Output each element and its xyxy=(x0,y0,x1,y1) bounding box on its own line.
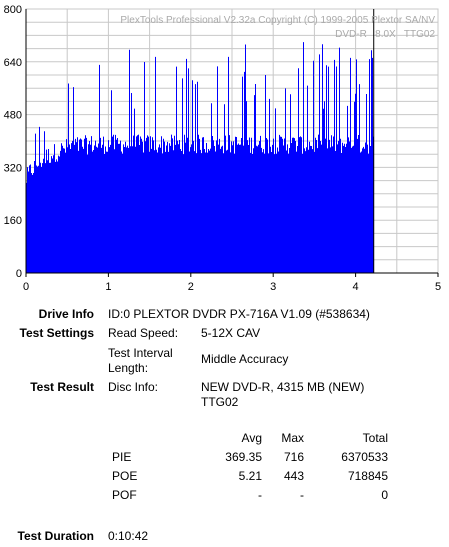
y-tick-label: 160 xyxy=(4,215,22,227)
stats-row-avg: 369.35 xyxy=(225,450,262,464)
stats-header-total: Total xyxy=(362,431,388,445)
pie-series xyxy=(26,42,374,273)
test-result-label: Test Result xyxy=(30,380,94,394)
chart-watermark-line-1: PlexTools Professional V2.32a Copyright … xyxy=(120,15,435,26)
stats-row-max: 716 xyxy=(283,450,304,464)
drive-info-label: Drive Info xyxy=(38,307,94,321)
drive-info-value: ID:0 PLEXTOR DVDR PX-716A V1.09 (#538634… xyxy=(108,307,370,321)
y-tick-label: 480 xyxy=(4,110,22,122)
stats-row-name: POE xyxy=(112,469,138,483)
test-duration-value: 0:10:42 xyxy=(108,529,149,543)
stats-header-avg: Avg xyxy=(241,431,262,445)
y-tick-label: 800 xyxy=(4,4,22,16)
y-tick-label: 320 xyxy=(4,162,22,174)
y-tick-label: 640 xyxy=(4,57,22,69)
y-tick-label: 0 xyxy=(16,268,22,280)
test-interval-label-2: Length: xyxy=(108,361,149,375)
chart-watermark-line-2: DVD-R 8.0X TTG02 xyxy=(335,29,435,40)
disc-info-label: Disc Info: xyxy=(108,380,159,394)
x-axis-ticks: 0 1 2 3 4 5 xyxy=(23,273,441,293)
stats-row-total: 6370533 xyxy=(341,450,388,464)
stats-row-total: 0 xyxy=(381,488,388,502)
stats-row-name: POF xyxy=(112,488,137,502)
test-settings-label: Test Settings xyxy=(19,326,94,340)
y-axis-ticks: 0 160 320 480 640 800 xyxy=(4,4,22,280)
x-tick-label: 0 xyxy=(23,281,29,293)
disc-info-line-2: TTG02 xyxy=(201,395,239,409)
stats-row-max: 443 xyxy=(283,469,304,483)
x-tick-label: 3 xyxy=(270,281,276,293)
stats-header-max: Max xyxy=(281,431,304,445)
stats-row-name: PIE xyxy=(112,450,132,464)
stats-row-avg: 5.21 xyxy=(238,469,262,483)
test-interval-label-1: Test Interval xyxy=(108,346,173,360)
read-speed-value: 5-12X CAV xyxy=(201,326,261,340)
chart-axes xyxy=(25,9,438,274)
test-duration-label: Test Duration xyxy=(17,529,94,543)
read-speed-label: Read Speed: xyxy=(108,326,179,340)
x-tick-label: 2 xyxy=(188,281,194,293)
x-tick-label: 5 xyxy=(435,281,441,293)
x-tick-label: 1 xyxy=(105,281,111,293)
pie-chart: PlexTools Professional V2.32a Copyright … xyxy=(4,4,441,293)
x-tick-label: 4 xyxy=(353,281,359,293)
disc-info-line-1: NEW DVD-R, 4315 MB (NEW) xyxy=(201,380,365,394)
stats-row-total: 718845 xyxy=(347,469,388,483)
test-interval-value: Middle Accuracy xyxy=(201,352,289,366)
stats-row-avg: - xyxy=(258,488,262,502)
stats-row-max: - xyxy=(300,488,304,502)
